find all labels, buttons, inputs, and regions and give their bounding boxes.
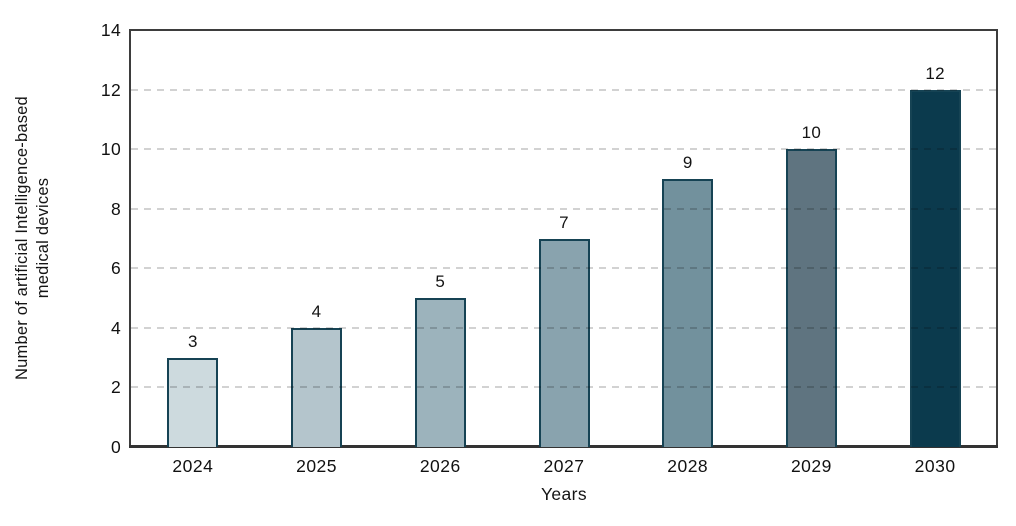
bar-value-label-2030: 12 [925,63,945,83]
x-tick-label-2024: 2024 [172,456,214,476]
bar-value-label-2027: 7 [559,212,569,232]
x-tick-label-2027: 2027 [543,456,585,476]
y-tick-label-8: 8 [110,198,121,219]
bar-2027 [538,238,590,447]
bar-2026 [414,298,466,447]
gridline-y12 [131,88,997,91]
bar-2029 [785,149,837,447]
gridline-y8 [131,207,997,210]
y-axis-title-line-2: medical devices [34,177,52,299]
x-tick-label-2030: 2030 [914,456,956,476]
gridline-y2 [131,386,997,389]
x-tick-label-2026: 2026 [419,456,461,476]
bar-value-label-2024: 3 [187,331,198,351]
y-axis-title: Number of artificial Intelligence-based … [12,28,54,448]
y-tick-label-12: 12 [100,79,121,100]
x-tick-label-2028: 2028 [667,456,709,476]
x-axis-title: Years [540,484,588,504]
bar-value-label-2025: 4 [311,301,322,321]
axis-spine-right [996,30,998,447]
y-tick-label-6: 6 [110,258,121,279]
bar-2028 [662,178,714,447]
plot-area: 3 4 5 7 9 10 12 [131,30,997,447]
x-tick-label-2025: 2025 [296,456,338,476]
y-axis-title-line-1: Number of artificial Intelligence-based [13,96,31,380]
bar-value-label-2029: 10 [801,123,822,143]
y-tick-label-4: 4 [110,317,121,338]
axis-spine-top [129,29,998,31]
gridline-y4 [131,326,997,329]
gridline-y6 [131,267,997,270]
y-tick-label-14: 14 [100,20,121,40]
y-tick-label-0: 0 [110,437,121,457]
x-tick-label-2029: 2029 [790,456,832,476]
gridline-y10 [131,148,997,151]
y-tick-label-2: 2 [110,377,121,398]
bar-value-label-2026: 5 [435,272,446,292]
bar-value-label-2028: 9 [682,152,693,172]
y-tick-label-10: 10 [100,139,121,160]
axis-spine-left [129,30,131,447]
bar-2024 [167,357,219,447]
